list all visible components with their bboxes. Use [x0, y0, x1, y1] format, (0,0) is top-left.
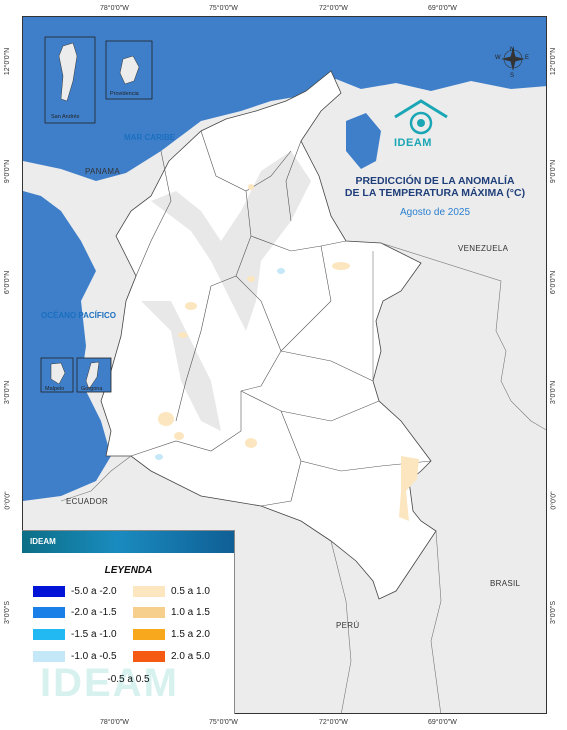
legend-swatch	[33, 651, 65, 662]
legend-panel: IDEAM IDEAM LEYENDA	[22, 530, 235, 714]
legend-swatch	[133, 607, 165, 618]
legend-item: 1.0 a 1.5	[133, 607, 210, 618]
legend-banner: IDEAM	[22, 531, 234, 553]
map-title-line2: DE LA TEMPERATURA MÁXIMA (°C)	[344, 187, 526, 199]
legend-title: LEYENDA	[104, 565, 153, 576]
inset-label-providencia: Providencia	[110, 91, 139, 97]
tick-bottom-75w: 75°0'0"W	[209, 719, 238, 726]
compass-n: N	[510, 47, 515, 53]
legend-item: -1.5 a -1.0	[33, 629, 117, 640]
lake-maracaibo	[346, 113, 381, 169]
legend-item-label: 0.5 a 1.0	[171, 586, 210, 597]
compass-s: S	[510, 73, 515, 79]
tick-left-12n: 12°0'0"N	[4, 47, 12, 76]
legend-neutral-label: -0.5 a 0.5	[107, 674, 150, 685]
tick-bottom-72w: 72°0'0"W	[319, 719, 348, 726]
tick-left-3s: 3°0'0"S	[3, 601, 11, 624]
tick-top-78w: 78°0'0"W	[100, 5, 129, 12]
department-boundaries	[130, 130, 432, 507]
tick-right-0: 0°0'0"	[550, 491, 558, 510]
tick-left-9n: 9°0'0"N	[4, 159, 12, 184]
legend-item: 0.5 a 1.0	[133, 586, 210, 597]
san-andres-island	[58, 42, 78, 102]
inset-label-malpelo: Malpelo	[45, 386, 65, 392]
malpelo-island	[50, 362, 66, 385]
legend-brand: IDEAM	[30, 537, 56, 546]
ideam-logo-icon	[394, 99, 448, 135]
andes-relief	[141, 151, 311, 431]
legend-item-label: -1.5 a -1.0	[71, 629, 117, 640]
tick-top-75w: 75°0'0"W	[209, 5, 238, 12]
gorgona-island	[85, 361, 100, 390]
tick-top-72w: 72°0'0"W	[319, 5, 348, 12]
legend-item: 2.0 a 5.0	[133, 651, 210, 662]
anomaly-patches	[158, 184, 419, 521]
legend-swatch	[133, 629, 165, 640]
cool-anomaly-patches	[155, 268, 285, 460]
label-panama: PANAMA	[85, 167, 120, 176]
legend-item: 1.5 a 2.0	[133, 629, 210, 640]
country-borders	[60, 242, 546, 713]
compass-e: E	[525, 55, 530, 61]
tick-bottom-69w: 69°0'0"W	[428, 719, 457, 726]
legend-swatch	[133, 586, 165, 597]
legend-item-label: 1.5 a 2.0	[171, 629, 210, 640]
legend-item-label: 2.0 a 5.0	[171, 651, 210, 662]
legend-item: -5.0 a -2.0	[33, 586, 117, 597]
map-subtitle: Agosto de 2025	[399, 207, 471, 218]
legend-item: -1.0 a -0.5	[33, 651, 117, 662]
label-mar-caribe: MAR CARIBE	[124, 133, 176, 142]
legend-item-label: -2.0 a -1.5	[71, 607, 117, 618]
tick-left-3n: 3°0'0"N	[4, 380, 12, 405]
legend-swatch	[33, 629, 65, 640]
compass-w: W	[495, 55, 501, 61]
legend-watermark: IDEAM	[40, 661, 179, 705]
legend-swatch	[33, 586, 65, 597]
map-title-line1: PREDICCIÓN DE LA ANOMALÍA	[355, 175, 515, 187]
tick-bottom-78w: 78°0'0"W	[100, 719, 129, 726]
label-oceano-pacifico: OCÉANO PACÍFICO	[41, 311, 116, 320]
inset-label-gorgona: Gorgona	[81, 386, 103, 392]
inset-label-san-andres: San Andrés	[51, 114, 80, 120]
legend-item-label: 1.0 a 1.5	[171, 607, 210, 618]
legend-item-label: -1.0 a -0.5	[71, 651, 117, 662]
label-peru: PERÚ	[336, 621, 360, 630]
legend-item-label: -5.0 a -2.0	[71, 586, 117, 597]
legend-swatch	[133, 651, 165, 662]
tick-left-0: 0°0'0"	[4, 491, 12, 510]
label-venezuela: VENEZUELA	[458, 244, 509, 253]
providencia-island	[119, 55, 140, 85]
legend-item: -2.0 a -1.5	[33, 607, 117, 618]
compass-rose-icon	[501, 47, 525, 71]
map-title: PREDICCIÓN DE LA ANOMALÍA DE LA TEMPERAT…	[327, 175, 543, 199]
tick-left-6n: 6°0'0"N	[4, 270, 12, 295]
label-ecuador: ECUADOR	[66, 497, 109, 506]
label-brasil: BRASIL	[490, 579, 521, 588]
tick-top-69w: 69°0'0"W	[428, 5, 457, 12]
legend-swatch	[33, 607, 65, 618]
logo-text: IDEAM	[394, 137, 432, 149]
